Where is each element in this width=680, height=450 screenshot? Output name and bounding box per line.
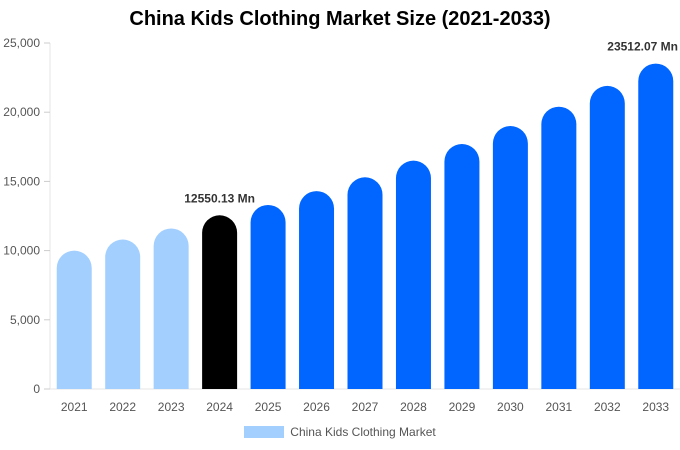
bar-2023 [153, 228, 189, 389]
x-tick-label: 2032 [594, 400, 621, 414]
bar-2024 [202, 215, 238, 389]
bars [56, 63, 674, 390]
bar-2026 [299, 191, 335, 389]
x-tick-label: 2022 [109, 400, 136, 414]
bar-2031 [541, 106, 577, 389]
legend-swatch [244, 426, 285, 438]
bar-2029 [444, 144, 480, 389]
legend-label: China Kids Clothing Market [290, 425, 436, 439]
y-tick-label: 25,000 [3, 36, 40, 50]
bar-2021 [56, 250, 92, 389]
x-tick-label: 2026 [303, 400, 330, 414]
y-tick-label: 0 [33, 382, 40, 396]
x-tick-label: 2027 [352, 400, 379, 414]
y-tick-label: 5,000 [10, 313, 40, 327]
x-tick-label: 2029 [449, 400, 476, 414]
y-tick-label: 20,000 [3, 105, 40, 119]
x-axis: 2021 2022 2023 2024 2025 2026 2027 2028 2029 2030… [61, 400, 670, 414]
x-tick-label: 2031 [545, 400, 572, 414]
y-tick-label: 10,000 [3, 244, 40, 258]
bar-2033 [638, 63, 674, 389]
bar-2022 [105, 239, 141, 389]
x-tick-label: 2024 [206, 400, 233, 414]
x-tick-label: 2021 [61, 400, 88, 414]
bar-2032 [589, 85, 625, 390]
legend: China Kids Clothing Market [0, 425, 680, 439]
x-tick-label: 2033 [642, 400, 669, 414]
bar-2027 [347, 177, 383, 389]
data-label-2024: 12550.13 Mn [184, 191, 255, 205]
data-labels: 12550.13 Mn 23512.07 Mn [184, 40, 678, 206]
y-axis: 0 5,000 10,000 15,000 20,000 25,000 [3, 36, 680, 396]
x-tick-label: 2025 [255, 400, 282, 414]
x-tick-label: 2023 [158, 400, 185, 414]
chart-title: China Kids Clothing Market Size (2021-20… [129, 8, 551, 30]
x-tick-label: 2030 [497, 400, 524, 414]
bar-2028 [395, 160, 431, 389]
bar-2030 [492, 126, 528, 389]
y-tick-label: 15,000 [3, 174, 40, 188]
x-tick-label: 2028 [400, 400, 427, 414]
data-label-2033: 23512.07 Mn [607, 40, 678, 54]
bar-2025 [250, 204, 286, 389]
